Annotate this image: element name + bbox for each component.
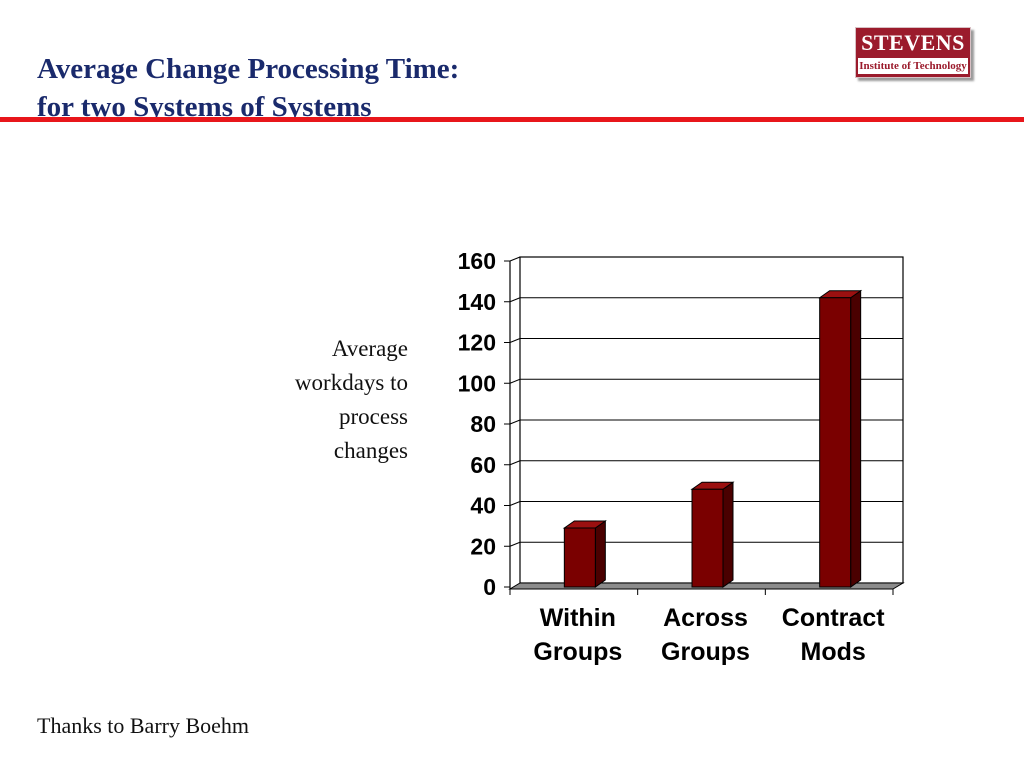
bar-side xyxy=(595,521,605,587)
x-category-label: Contract xyxy=(782,604,885,632)
y-tick-label: 140 xyxy=(458,289,496,315)
bar xyxy=(820,298,851,587)
gridline-depth xyxy=(510,420,520,424)
gridline-depth xyxy=(510,502,520,506)
y-tick-label: 40 xyxy=(470,493,496,519)
x-category-label: Mods xyxy=(801,638,866,666)
gridline-depth xyxy=(510,339,520,343)
x-category-label: Within xyxy=(540,604,616,632)
gridline-depth xyxy=(510,461,520,465)
footer-credit: Thanks to Barry Boehm xyxy=(37,713,249,739)
x-category-label: Across xyxy=(663,604,748,632)
y-tick-label: 60 xyxy=(470,452,496,478)
x-category-label: Groups xyxy=(661,638,750,666)
bar-chart: 0 20 40 60 80 100 120 140 160 Within Groups Across G… xyxy=(0,0,1024,768)
depth-edge-top xyxy=(510,257,520,261)
x-category-label: Groups xyxy=(533,638,622,666)
bar xyxy=(564,528,595,587)
gridline-depth xyxy=(510,379,520,383)
y-tick-label: 20 xyxy=(470,533,496,559)
y-tick-label: 80 xyxy=(470,411,496,437)
y-tick-label: 160 xyxy=(458,248,496,274)
bar xyxy=(692,489,723,587)
gridline-depth xyxy=(510,542,520,546)
bar-side xyxy=(851,291,861,587)
bar-side xyxy=(723,482,733,587)
gridline-depth xyxy=(510,298,520,302)
y-tick-label: 120 xyxy=(458,330,496,356)
y-tick-label: 0 xyxy=(483,574,496,600)
y-tick-label: 100 xyxy=(458,370,496,396)
